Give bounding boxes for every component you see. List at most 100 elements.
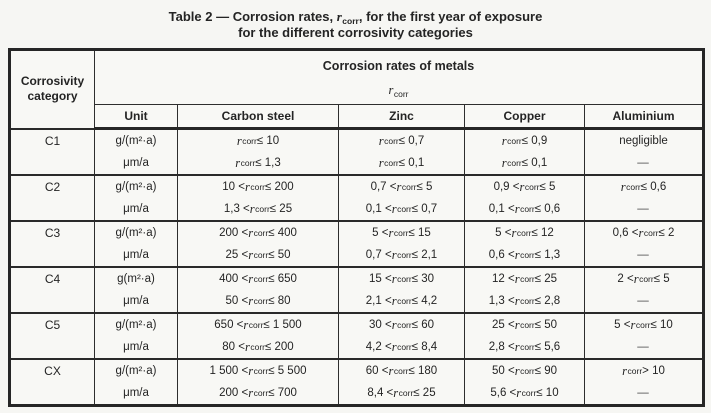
rcorr-italic-r: r bbox=[244, 179, 250, 194]
rate-line-gm2a: 0,7 < r corr ≤ 5 bbox=[370, 179, 433, 194]
rcorr-italic-r: r bbox=[248, 247, 254, 262]
carbon-steel-cell: 650 < r corr ≤ 1 500 80 < r corr ≤ 200 bbox=[177, 312, 339, 360]
zinc-cell: 5 < r corr ≤ 15 0,7 < r corr ≤ 2,1 bbox=[338, 220, 465, 268]
column-header-aluminium: Aluminium bbox=[584, 104, 704, 130]
aluminium-cell: 2 < r corr ≤ 5 — bbox=[584, 266, 704, 314]
rate-line-uma: 0,7 < r corr ≤ 2,1 bbox=[365, 247, 438, 262]
table-body: C1 g/(m²·a) μm/a r corr ≤ 10 r corr ≤ 1,3 r corr… bbox=[9, 128, 704, 406]
rcorr-italic-r: r bbox=[514, 293, 520, 308]
rcorr-italic-r: r bbox=[388, 363, 394, 378]
unit-cell: g/(m²·a) μm/a bbox=[94, 174, 178, 222]
rate-line-gm2a: g/(m²·a) bbox=[115, 365, 157, 377]
rate-line-gm2a: 30 < r corr ≤ 60 bbox=[368, 317, 435, 332]
category-cell: C5 bbox=[9, 312, 95, 360]
rate-line-gm2a: g/(m²·a) bbox=[115, 135, 157, 147]
category-label: C3 bbox=[44, 226, 61, 240]
rate-line-gm2a: 5 < r corr ≤ 10 bbox=[614, 317, 673, 332]
rate-line-gm2a: 200 < r corr ≤ 400 bbox=[219, 225, 297, 240]
rate-line-uma: 200 < r corr ≤ 700 bbox=[219, 385, 297, 400]
rcorr-italic-r: r bbox=[244, 339, 250, 354]
corrosivity-category-header: Corrosivity category bbox=[9, 49, 95, 129]
carbon-steel-cell: 200 < r corr ≤ 400 25 < r corr ≤ 50 bbox=[177, 220, 339, 268]
rcorr-italic-r: r bbox=[248, 271, 254, 286]
rate-line-uma: 1,3 < r corr ≤ 25 bbox=[223, 201, 293, 216]
rate-line-gm2a: r corr ≤ 0,9 bbox=[501, 133, 548, 148]
rate-line-uma: 8,4 < r corr ≤ 25 bbox=[367, 385, 436, 400]
rate-line-uma: μm/a bbox=[123, 203, 149, 215]
category-label: C2 bbox=[44, 180, 61, 194]
rcorr-italic-r: r bbox=[514, 317, 520, 332]
rate-line-uma: μm/a bbox=[123, 157, 149, 169]
copper-cell: 5 < r corr ≤ 12 0,6 < r corr ≤ 1,3 bbox=[464, 220, 585, 268]
rate-line-uma: — bbox=[585, 382, 702, 404]
rcorr-italic-r: r bbox=[519, 179, 525, 194]
unit-cell: g(m²·a) μm/a bbox=[94, 266, 178, 314]
rcorr-italic-r: r bbox=[393, 385, 399, 400]
aluminium-cell: r corr > 10 — bbox=[584, 358, 704, 406]
carbon-steel-cell: r corr ≤ 10 r corr ≤ 1,3 bbox=[177, 128, 339, 176]
category-cell: C1 bbox=[9, 128, 95, 176]
metals-group-header-title: Corrosion rates of metals bbox=[322, 59, 475, 73]
rcorr-italic-r: r bbox=[336, 9, 342, 24]
header-row-group: Corrosivity category Corrosion rates of … bbox=[9, 49, 704, 129]
rate-line-uma: — bbox=[585, 336, 702, 358]
category-label: CX bbox=[44, 364, 61, 378]
em-dash: — bbox=[637, 203, 650, 215]
table-caption: Table 2 — Corrosion rates, rcorr, for th… bbox=[0, 9, 711, 41]
rcorr-italic-r: r bbox=[235, 155, 241, 170]
rcorr-italic-r: r bbox=[248, 293, 254, 308]
rate-line-gm2a: 25 < r corr ≤ 50 bbox=[491, 317, 558, 332]
rate-line-gm2a: r corr ≤ 0,6 bbox=[620, 179, 667, 194]
rate-line-uma: 25 < r corr ≤ 50 bbox=[225, 247, 291, 262]
zinc-cell: r corr ≤ 0,7 r corr ≤ 0,1 bbox=[338, 128, 465, 176]
rate-line-uma: 2,8 < r corr ≤ 5,6 bbox=[488, 339, 561, 354]
metals-group-header: Corrosion rates of metals rcorr bbox=[94, 49, 704, 105]
category-label: C4 bbox=[44, 272, 61, 286]
rate-line-uma: 5,6 < r corr ≤ 10 bbox=[490, 385, 559, 400]
rate-line-gm2a: 10 < r corr ≤ 200 bbox=[222, 179, 294, 194]
category-cell: CX bbox=[9, 358, 95, 406]
rate-line-uma: 4,2 < r corr ≤ 8,4 bbox=[365, 339, 438, 354]
rcorr-italic-r: r bbox=[622, 363, 628, 378]
copper-cell: 12 < r corr ≤ 25 1,3 < r corr ≤ 2,8 bbox=[464, 266, 585, 314]
category-cell: C3 bbox=[9, 220, 95, 268]
header-row-columns: Unit Carbon steel Zinc Copper Aluminium bbox=[10, 104, 704, 130]
rcorr-italic-r: r bbox=[248, 385, 254, 400]
rcorr-italic-r: r bbox=[391, 271, 397, 286]
rcorr-italic-r: r bbox=[391, 247, 397, 262]
aluminium-cell: 5 < r corr ≤ 10 — bbox=[584, 312, 704, 360]
zinc-cell: 0,7 < r corr ≤ 5 0,1 < r corr ≤ 0,7 bbox=[338, 174, 465, 222]
copper-cell: r corr ≤ 0,9 r corr ≤ 0,1 bbox=[464, 128, 585, 176]
rcorr-italic-r: r bbox=[514, 271, 520, 286]
rcorr-italic-r: r bbox=[249, 201, 255, 216]
rate-line-gm2a: r corr > 10 bbox=[622, 363, 665, 378]
table-caption-line2: for the different corrosivity categories bbox=[238, 25, 473, 40]
rate-line-gm2a: 5 < r corr ≤ 12 bbox=[495, 225, 554, 240]
unit-cell: g/(m²·a) μm/a bbox=[94, 220, 178, 268]
rcorr-italic-r: r bbox=[378, 133, 384, 148]
rate-line-uma: 0,1 < r corr ≤ 0,6 bbox=[488, 201, 561, 216]
rcorr-italic-r: r bbox=[388, 225, 394, 240]
rate-line-gm2a: negligible bbox=[619, 135, 668, 147]
rcorr-italic-r: r bbox=[501, 133, 507, 148]
rate-line-uma: 2,1 < r corr ≤ 4,2 bbox=[365, 293, 438, 308]
rcorr-italic-r: r bbox=[514, 339, 520, 354]
column-header-zinc: Zinc bbox=[338, 104, 465, 130]
rate-line-uma: — bbox=[585, 290, 702, 312]
rate-line-uma: μm/a bbox=[123, 249, 149, 261]
rate-line-gm2a: 0,6 < r corr ≤ 2 bbox=[612, 225, 675, 240]
rate-line-uma: 0,6 < r corr ≤ 1,3 bbox=[488, 247, 561, 262]
column-header-copper: Copper bbox=[464, 104, 585, 130]
rate-line-gm2a: 400 < r corr ≤ 650 bbox=[219, 271, 297, 286]
unit-cell: g/(m²·a) μm/a bbox=[94, 128, 178, 176]
copper-cell: 50 < r corr ≤ 90 5,6 < r corr ≤ 10 bbox=[464, 358, 585, 406]
category-row-cx: CX g/(m²·a) μm/a 1 500 < r corr ≤ 5 500 200 <… bbox=[9, 358, 704, 406]
table-caption-line1: Table 2 — Corrosion rates, rcorr, for th… bbox=[168, 9, 543, 26]
carbon-steel-cell: 10 < r corr ≤ 200 1,3 < r corr ≤ 25 bbox=[177, 174, 339, 222]
rcorr-italic-r: r bbox=[388, 83, 394, 97]
rate-line-uma: 50 < r corr ≤ 80 bbox=[225, 293, 291, 308]
aluminium-cell: negligible — bbox=[584, 128, 704, 176]
rate-line-gm2a: 50 < r corr ≤ 90 bbox=[491, 363, 558, 378]
rcorr-italic-r: r bbox=[378, 155, 384, 170]
